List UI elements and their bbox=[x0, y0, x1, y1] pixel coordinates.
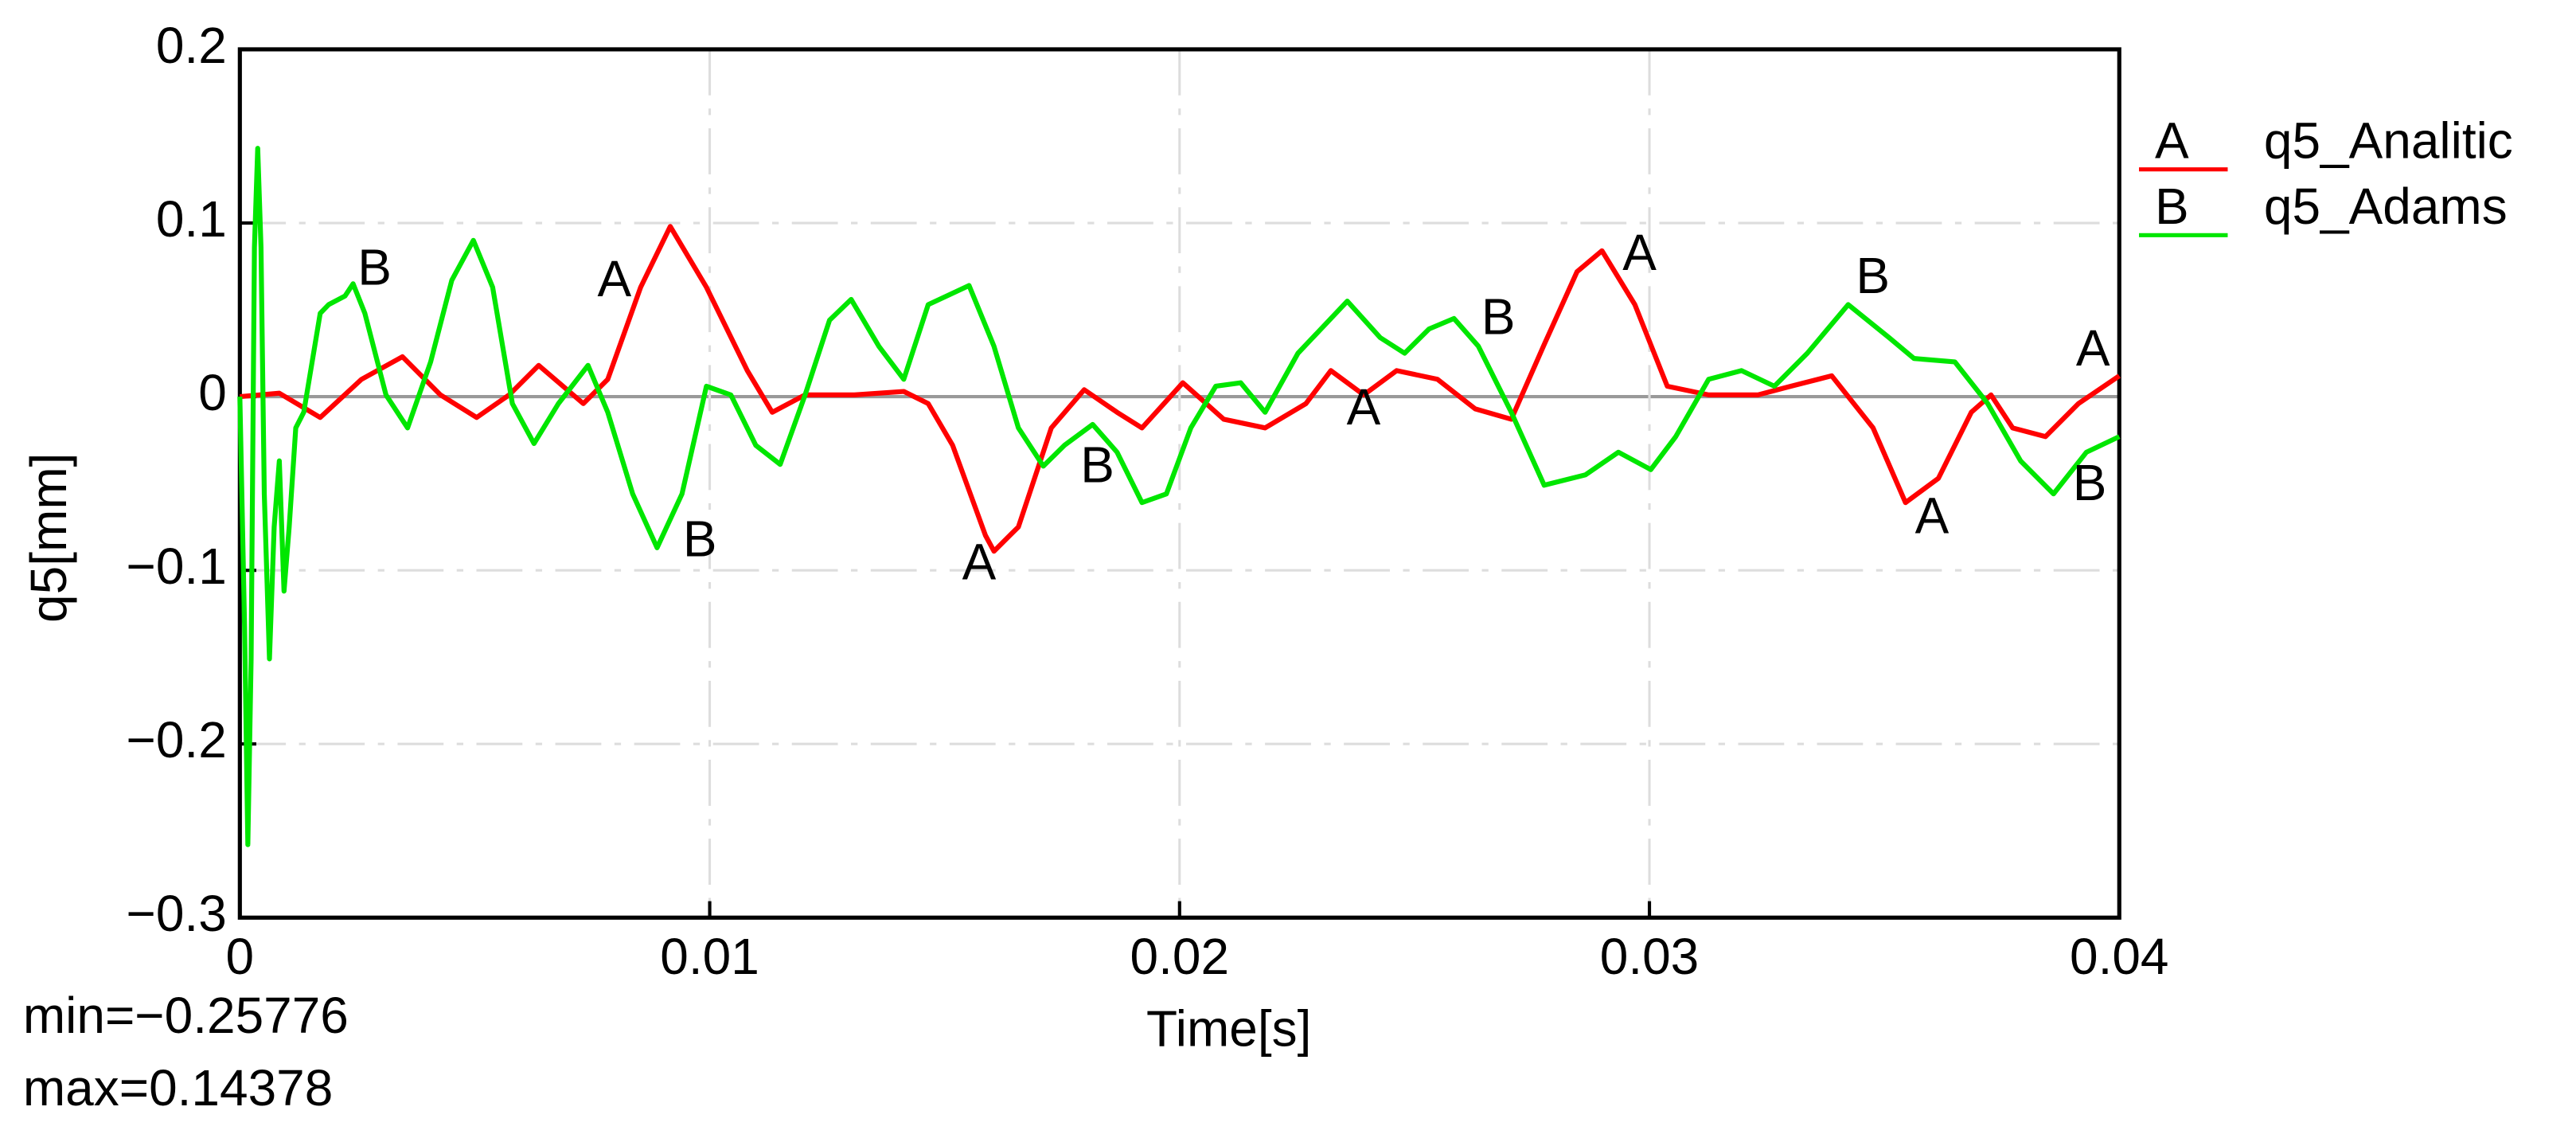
max-annotation: max=0.14378 bbox=[23, 1059, 333, 1116]
legend-letter: B bbox=[2155, 178, 2189, 235]
y-tick-label: −0.2 bbox=[127, 711, 227, 768]
x-tick-label: 0.02 bbox=[1130, 928, 1230, 985]
curve-label: A bbox=[2076, 319, 2110, 377]
y-tick-label: −0.3 bbox=[127, 885, 227, 942]
legend-label: q5_Adams bbox=[2264, 178, 2508, 235]
y-tick-label: 0.1 bbox=[156, 190, 227, 248]
curve-label: B bbox=[1481, 288, 1516, 346]
x-axis-label: Time[s] bbox=[1146, 1000, 1311, 1058]
curve-label: B bbox=[357, 239, 392, 296]
x-tick-label: 0.03 bbox=[1600, 928, 1700, 985]
legend-letter: A bbox=[2155, 112, 2189, 170]
y-tick-label: −0.1 bbox=[127, 538, 227, 595]
curve-label: A bbox=[962, 533, 997, 590]
curve-label: A bbox=[1622, 224, 1657, 281]
curve-label: B bbox=[2073, 454, 2107, 511]
curve-label: A bbox=[1915, 487, 1950, 544]
x-tick-label: 0.01 bbox=[660, 928, 759, 985]
curve-label: B bbox=[683, 510, 717, 567]
line-series bbox=[240, 224, 2121, 554]
x-tick-label: 0 bbox=[226, 928, 255, 985]
x-tick-label: 0.04 bbox=[2070, 928, 2169, 985]
min-annotation: min=−0.25776 bbox=[23, 987, 349, 1044]
curve-label: B bbox=[1856, 247, 1890, 304]
line-series bbox=[237, 146, 2121, 847]
curve-label: B bbox=[1080, 436, 1114, 493]
curve-label: A bbox=[1347, 378, 1381, 436]
legend-label: q5_Analitic bbox=[2264, 112, 2513, 170]
y-tick-label: 0 bbox=[198, 364, 227, 421]
curve-label: A bbox=[598, 250, 632, 307]
y-axis-label: q5[mm] bbox=[20, 453, 77, 623]
y-tick-label: 0.2 bbox=[156, 17, 227, 74]
